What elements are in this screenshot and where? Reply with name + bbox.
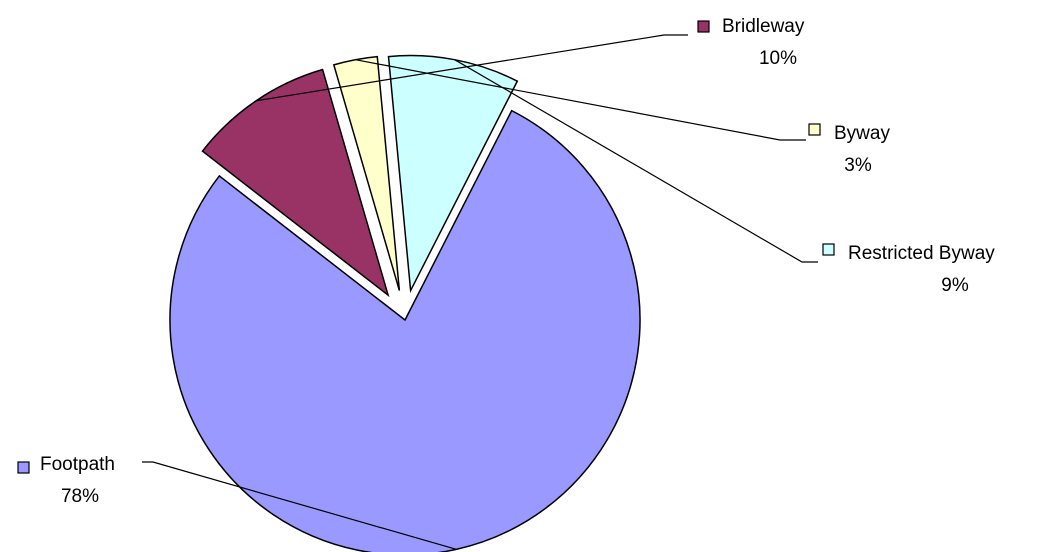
leader-line-restricted-byway [454, 59, 818, 263]
label-key-byway [808, 123, 821, 136]
data-label-percent-byway: 3% [844, 155, 872, 176]
data-label-percent-footpath: 78% [61, 486, 99, 507]
leader-line-footpath [142, 461, 457, 550]
data-labels: Footpath 78% Bridleway 10% Byway 3% Restricted… [17, 16, 995, 507]
data-label-name-footpath: Footpath [40, 454, 115, 475]
label-key-bridleway [697, 20, 710, 33]
leader-line-bridleway [255, 34, 688, 102]
data-label-name-bridleway: Bridleway [722, 16, 805, 37]
pie-slices [169, 54, 641, 552]
data-label-name-restricted-byway: Restricted Byway [848, 243, 995, 264]
leader-line-byway [355, 59, 806, 141]
data-label-percent-bridleway: 10% [759, 48, 797, 69]
leader-lines [142, 34, 818, 550]
label-key-restricted-byway [822, 243, 835, 256]
data-label-percent-restricted-byway: 9% [941, 275, 969, 296]
label-key-footpath [17, 461, 30, 474]
data-label-name-byway: Byway [834, 123, 890, 144]
